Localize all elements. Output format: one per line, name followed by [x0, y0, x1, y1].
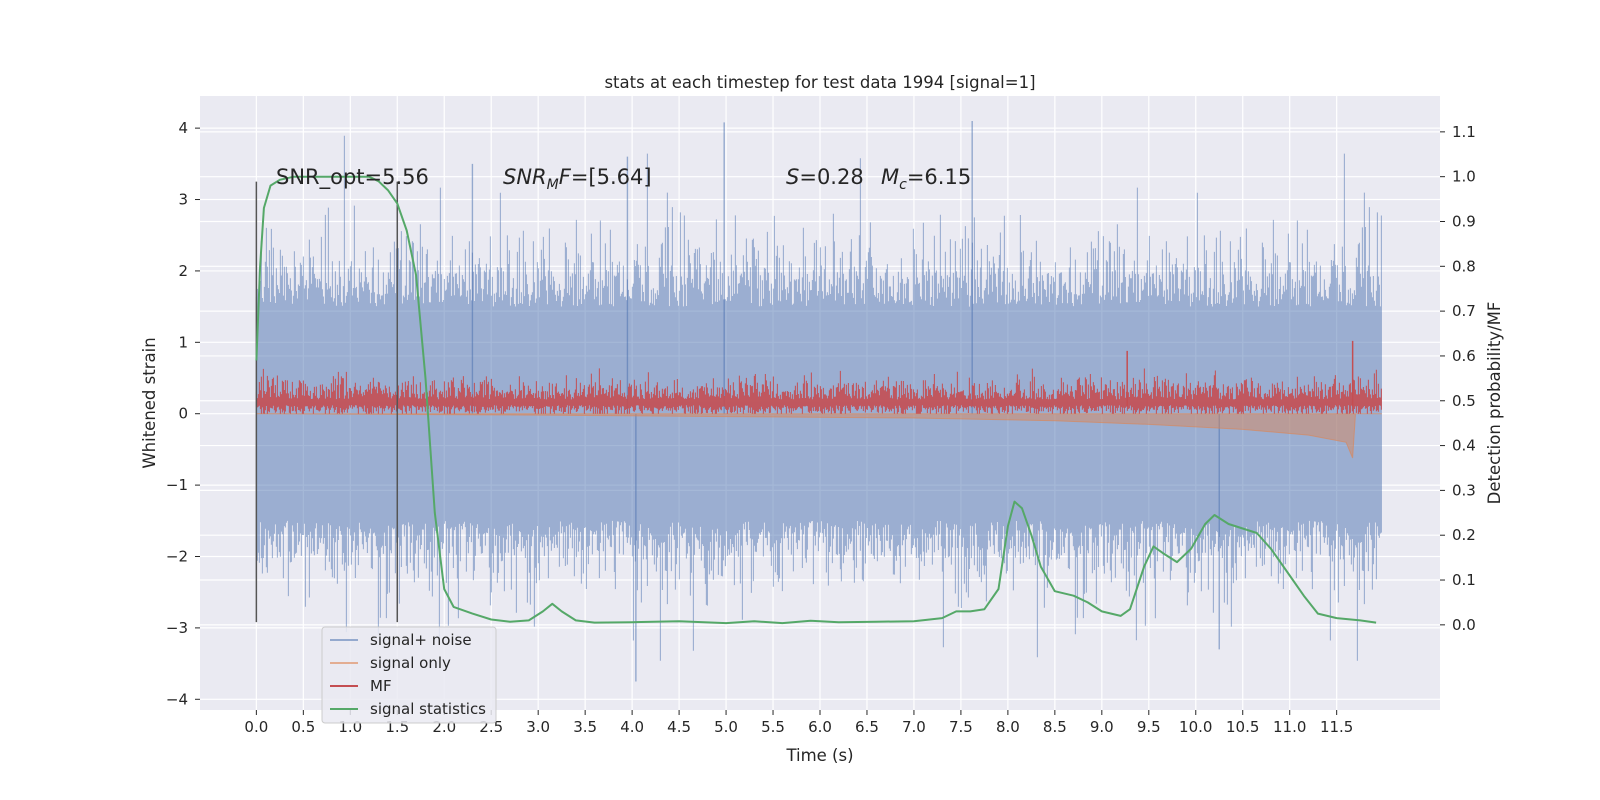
legend: signal+ noise signal only MF signal stat… — [321, 626, 497, 724]
vertical-markers — [255, 181, 399, 623]
y-tick-label: 4 — [178, 119, 188, 137]
snr-mf-value: =[5.64] — [571, 165, 652, 189]
mc-subscript: c — [899, 177, 907, 193]
y2-tick-label: 0.6 — [1452, 347, 1476, 365]
y-axis-label: Whitened strain — [140, 337, 159, 468]
series-mf — [255, 340, 1382, 414]
x-tick-label: 0.0 — [244, 718, 268, 736]
y2-tick-label: 0.0 — [1452, 616, 1476, 634]
x-tick-label: 9.0 — [1090, 718, 1114, 736]
s-value: =0.28 — [799, 165, 863, 189]
x-tick-label: 7.0 — [902, 718, 926, 736]
mc-symbol: M — [881, 165, 899, 189]
y-tick-label: 2 — [178, 262, 188, 280]
legend-label-signal-only: signal only — [370, 654, 451, 672]
s-symbol: S — [786, 165, 799, 189]
y-tick-label: −3 — [166, 619, 188, 637]
y2-tick-label: 0.2 — [1452, 526, 1476, 544]
snr-mf-symbol-f: F — [559, 165, 572, 189]
y2-axis-ticks: 0.0 0.1 0.2 0.3 0.4 0.5 0.6 0.7 0.8 0.9 1.0 1.1 — [1440, 123, 1476, 634]
y2-tick-label: 0.1 — [1452, 571, 1476, 589]
y2-axis-label: Detection probability/MF — [1485, 302, 1504, 505]
snr-mf-symbol: SNR — [503, 165, 547, 189]
x-tick-label: 0.5 — [291, 718, 315, 736]
x-axis-label: Time (s) — [785, 746, 853, 765]
legend-box — [321, 626, 497, 724]
y2-tick-label: 0.9 — [1452, 212, 1476, 230]
x-tick-label: 11.0 — [1273, 718, 1306, 736]
legend-label-signal-noise: signal+ noise — [370, 631, 472, 649]
x-tick-label: 10.5 — [1226, 718, 1259, 736]
annotation-mc: Mc=6.15 — [881, 165, 971, 193]
series-signal-only-trace — [256, 413, 1382, 459]
y2-tick-label: 0.4 — [1452, 437, 1476, 455]
mc-value: =6.15 — [907, 165, 971, 189]
x-tick-label: 9.5 — [1137, 718, 1161, 736]
x-tick-label: 8.0 — [996, 718, 1020, 736]
annotation-s: S=0.28 — [786, 165, 864, 189]
y2-tick-label: 0.7 — [1452, 302, 1476, 320]
y2-tick-label: 0.3 — [1452, 481, 1476, 499]
y-tick-label: −4 — [166, 690, 188, 708]
y-tick-label: 0 — [178, 405, 188, 423]
x-tick-label: 8.5 — [1043, 718, 1067, 736]
legend-label-signal-statistics: signal statistics — [370, 700, 486, 718]
y-tick-label: −2 — [166, 548, 188, 566]
x-tick-label: 5.0 — [714, 718, 738, 736]
x-tick-label: 4.5 — [667, 718, 691, 736]
y-tick-label: −1 — [166, 476, 188, 494]
y-tick-label: 3 — [178, 191, 188, 209]
y-axis-ticks: −4 −3 −2 −1 0 1 2 3 4 — [166, 119, 200, 708]
y2-tick-label: 0.5 — [1452, 392, 1476, 410]
series-signal-only — [256, 413, 1382, 459]
series-signal-statistics-line — [255, 175, 1377, 625]
y2-tick-label: 1.0 — [1452, 168, 1476, 186]
chart-title: stats at each timestep for test data 199… — [604, 73, 1035, 92]
y2-tick-label: 0.8 — [1452, 257, 1476, 275]
legend-label-mf: MF — [370, 677, 392, 695]
x-tick-label: 6.5 — [855, 718, 879, 736]
x-tick-label: 3.5 — [573, 718, 597, 736]
x-tick-label: 11.5 — [1320, 718, 1353, 736]
y-tick-label: 1 — [178, 333, 188, 351]
y2-tick-label: 1.1 — [1452, 123, 1476, 141]
x-tick-label: 3.0 — [526, 718, 550, 736]
annotation-snr-mf: SNRMF=[5.64] — [503, 165, 652, 193]
x-tick-label: 7.5 — [949, 718, 973, 736]
x-tick-label: 6.0 — [808, 718, 832, 736]
series-signal-statistics — [255, 175, 1377, 625]
x-tick-label: 5.5 — [761, 718, 785, 736]
x-tick-label: 4.0 — [620, 718, 644, 736]
annotation-snr-opt: SNR_opt=5.56 — [276, 165, 429, 190]
snr-mf-subscript: M — [547, 177, 559, 193]
x-tick-label: 10.0 — [1179, 718, 1212, 736]
series-signal-noise — [255, 120, 1382, 682]
